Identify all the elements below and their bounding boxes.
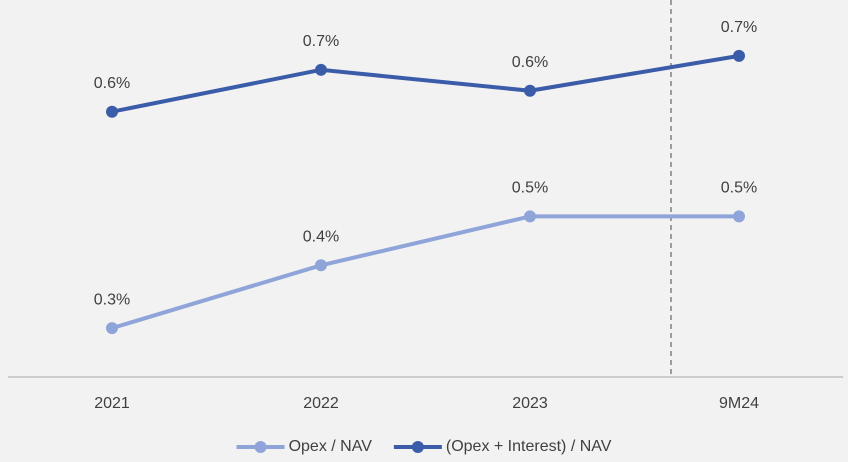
- data-label: 0.4%: [303, 229, 339, 246]
- legend-label: Opex / NAV: [289, 438, 373, 455]
- data-label: 0.3%: [94, 291, 130, 308]
- data-point: [524, 210, 536, 223]
- data-label: 0.7%: [303, 33, 339, 50]
- data-label: 0.7%: [721, 19, 757, 36]
- x-tick-label: 2023: [512, 395, 548, 412]
- data-point: [315, 259, 327, 272]
- legend-swatch-dot: [411, 441, 424, 453]
- data-label: 0.6%: [512, 54, 548, 71]
- data-label: 0.5%: [512, 180, 548, 197]
- data-point: [733, 49, 745, 62]
- series-line: [111, 53, 740, 114]
- x-tick-label: 2021: [94, 395, 130, 412]
- data-label: 0.5%: [721, 180, 757, 197]
- data-label: 0.6%: [94, 75, 130, 92]
- data-point: [106, 322, 118, 335]
- data-point: [733, 210, 745, 223]
- series-line: [111, 214, 739, 331]
- legend-label: (Opex + Interest) / NAV: [446, 438, 612, 455]
- data-point: [524, 84, 536, 97]
- legend-swatch-dot: [254, 441, 267, 453]
- legend: Opex / NAV (Opex + Interest) / NAV: [236, 438, 612, 455]
- data-point: [315, 63, 327, 76]
- x-tick-label: 9M24: [719, 395, 759, 412]
- data-point: [106, 105, 118, 118]
- x-tick-label: 2022: [303, 395, 339, 412]
